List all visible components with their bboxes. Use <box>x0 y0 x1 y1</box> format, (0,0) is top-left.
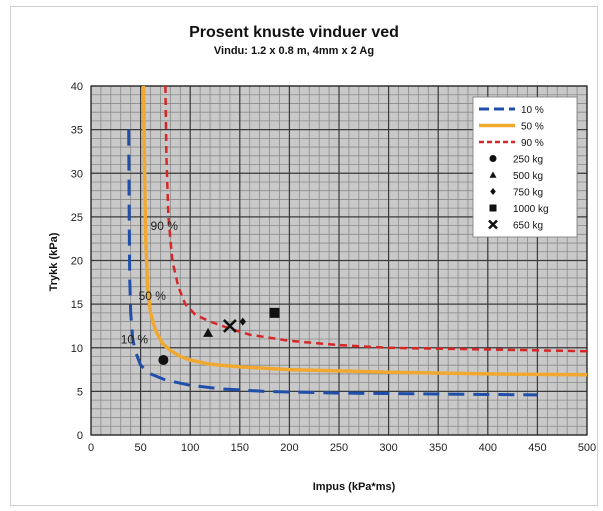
legend-marker-diamond <box>490 188 496 195</box>
legend-label: 50 % <box>521 122 544 133</box>
y-tick-label: 0 <box>77 430 83 442</box>
x-tick-label: 300 <box>379 442 397 454</box>
y-tick-label: 40 <box>71 81 83 93</box>
data-point-square <box>269 307 280 318</box>
y-tick-label: 20 <box>71 256 83 268</box>
legend-label: 250 kg <box>513 155 543 166</box>
y-tick-label: 30 <box>71 168 83 180</box>
data-point-triangle <box>203 327 214 337</box>
y-tick-label: 35 <box>71 125 83 137</box>
x-tick-label: 250 <box>330 442 348 454</box>
data-point-x <box>222 319 237 333</box>
x-tick-label: 400 <box>479 442 497 454</box>
chart-frame: Prosent knuste vinduer ved Vindu: 1.2 x … <box>10 6 598 506</box>
x-tick-label: 50 <box>134 442 146 454</box>
chart-subtitle: Vindu: 1.2 x 0.8 m, 4mm x 2 Ag <box>214 45 374 57</box>
legend-label: 650 kg <box>513 221 543 232</box>
x-tick-label: 350 <box>429 442 447 454</box>
legend-label: 750 kg <box>513 188 543 199</box>
legend-label: 1000 kg <box>513 204 549 215</box>
legend-marker-x <box>488 219 498 230</box>
legend-label: 10 % <box>521 105 544 116</box>
legend-box <box>472 96 578 238</box>
curve-annotation-2: 10 % <box>121 332 149 346</box>
data-point-circle <box>158 354 169 365</box>
legend-label: 500 kg <box>513 171 543 182</box>
y-axis-label: Trykk (kPa) <box>48 232 60 291</box>
legend-marker-circle <box>489 155 497 162</box>
series-line-2 <box>164 85 588 353</box>
x-axis-label: Impus (kPa*ms) <box>313 481 396 493</box>
y-tick-label: 25 <box>71 212 83 224</box>
series-line-0 <box>127 129 538 397</box>
x-tick-label: 200 <box>280 442 298 454</box>
data-point-diamond <box>239 317 246 326</box>
plot-border <box>90 85 588 436</box>
legend-marker-triangle <box>489 171 497 178</box>
legend-label: 90 % <box>521 138 544 149</box>
curve-annotation-1: 50 % <box>139 289 167 303</box>
y-tick-label: 15 <box>71 299 83 311</box>
x-tick-label: 0 <box>88 442 94 454</box>
x-tick-label: 150 <box>231 442 249 454</box>
y-tick-label: 10 <box>71 343 83 355</box>
chart: Prosent knuste vinduer ved Vindu: 1.2 x … <box>48 24 596 493</box>
chart-title: Prosent knuste vinduer ved <box>189 24 399 41</box>
series-line-1 <box>141 85 588 377</box>
x-tick-label: 100 <box>181 442 199 454</box>
legend-marker-square <box>489 204 497 212</box>
x-tick-label: 500 <box>578 442 596 454</box>
curve-annotation-0: 90 % <box>151 219 179 233</box>
y-tick-label: 5 <box>77 386 83 398</box>
x-tick-label: 450 <box>528 442 546 454</box>
